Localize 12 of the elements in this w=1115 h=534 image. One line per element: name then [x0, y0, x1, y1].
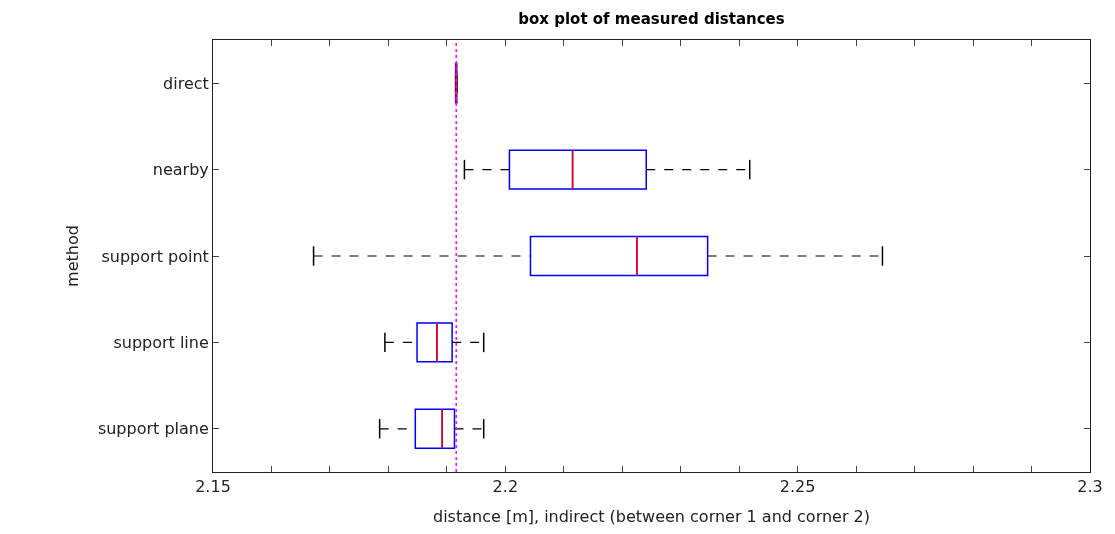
x-tick-label: 2.15 [195, 477, 231, 497]
x-axis-title: distance [m], indirect (between corner 1 and corner 2) [433, 506, 870, 526]
x-tick-label: 2.25 [779, 477, 816, 497]
x-tick-label: 2.3 [1077, 477, 1103, 497]
y-tick-label: support point [101, 246, 209, 266]
chart-title: box plot of measured distances [518, 9, 785, 28]
y-tick-label: direct [163, 73, 209, 93]
y-tick-label: support plane [97, 419, 209, 439]
x-tick-label: 2.2 [492, 477, 519, 497]
y-tick-label: support line [113, 333, 209, 352]
y-tick-label: nearby [152, 160, 209, 180]
y-axis-title: method [62, 225, 82, 287]
